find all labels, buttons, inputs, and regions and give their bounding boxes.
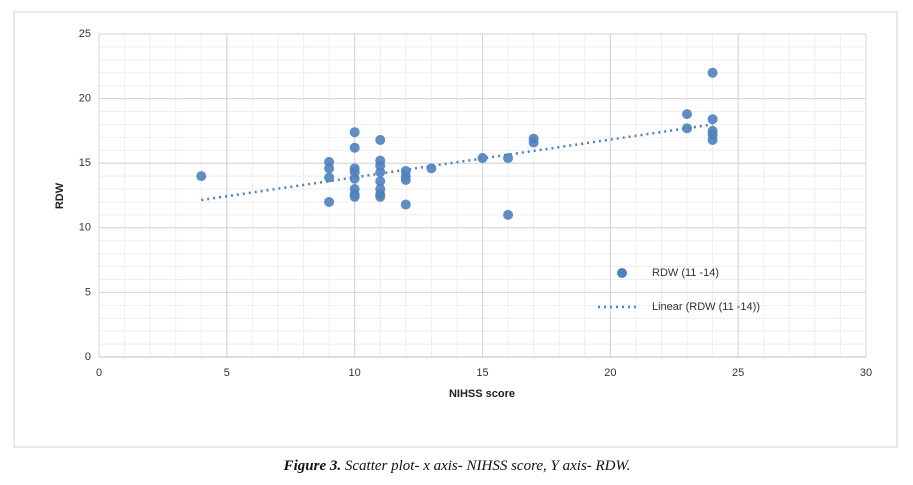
scatter-point (324, 163, 335, 174)
y-tick-label: 5 (85, 286, 91, 298)
y-tick-label: 0 (85, 351, 91, 363)
legend-label: Linear (RDW (11 -14)) (652, 301, 760, 313)
scatter-point (375, 167, 386, 178)
caption-text: Scatter plot- x axis- NIHSS score, Y axi… (345, 458, 631, 474)
y-axis-title: RDW (54, 182, 66, 209)
scatter-point (682, 123, 693, 134)
x-tick-label: 5 (224, 367, 230, 379)
x-tick-label: 20 (604, 367, 616, 379)
x-axis-title: NIHSS score (449, 388, 515, 400)
legend-swatch (617, 268, 627, 278)
scatter-point (196, 171, 207, 182)
x-tick-label: 15 (476, 367, 488, 379)
legend-label: RDW (11 -14) (652, 267, 719, 279)
y-tick-label: 25 (79, 28, 91, 40)
y-tick-label: 10 (79, 222, 91, 234)
scatter-point (400, 199, 411, 210)
chart-border (13, 11, 898, 448)
x-tick-label: 10 (349, 367, 361, 379)
caption: Figure 3. Scatter plot- x axis- NIHSS sc… (283, 458, 631, 474)
x-tick-label: 30 (860, 367, 872, 379)
scatter-point (375, 134, 386, 145)
scatter-point (324, 196, 335, 207)
scatter-point (707, 114, 718, 125)
scatter-point (503, 209, 514, 220)
scatter-point (707, 134, 718, 145)
scatter-point (349, 142, 360, 153)
scatter-point (477, 153, 488, 164)
x-tick-label: 0 (96, 367, 102, 379)
trend-line (201, 123, 713, 202)
y-tick-label: 20 (79, 93, 91, 105)
caption-label: Figure 3. (283, 458, 342, 474)
scatter-point (324, 172, 335, 183)
scatter-point (426, 163, 437, 174)
y-tick-label: 15 (79, 157, 91, 169)
scatter-point (528, 137, 539, 148)
scatter-point (400, 174, 411, 185)
scatter-point (375, 191, 386, 202)
scatter-point (707, 67, 718, 78)
scatter-point (682, 109, 693, 120)
scatter-point (349, 127, 360, 138)
grid (98, 33, 867, 358)
scatter-point (375, 176, 386, 187)
scatter-point (349, 191, 360, 202)
x-tick-label: 25 (732, 367, 744, 379)
